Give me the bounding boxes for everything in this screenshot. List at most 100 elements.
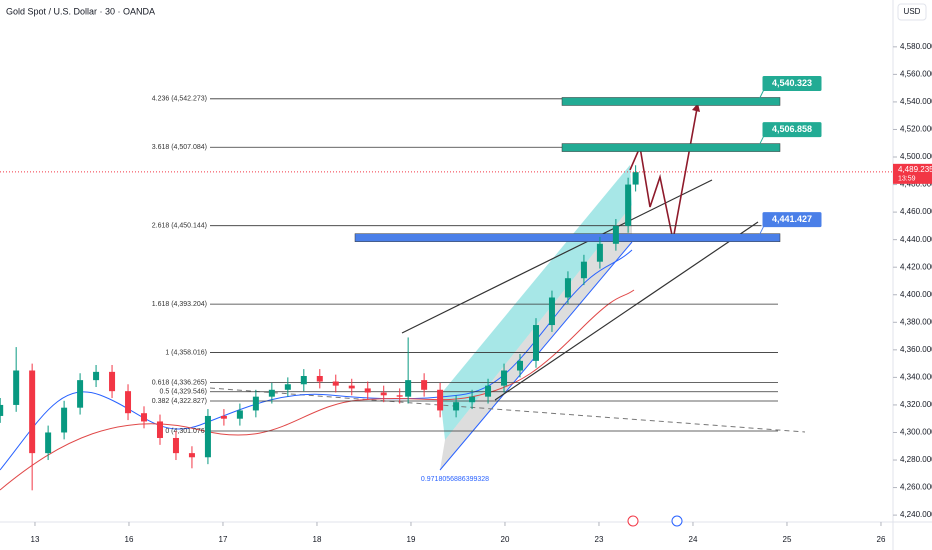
currency: USD [904,7,921,16]
x-tick-label: 13 [31,535,40,544]
x-tick-label: 26 [877,535,886,544]
countdown: 13:59 [898,176,916,183]
candle-body [580,261,587,279]
candle-body [77,380,84,408]
y-tick-label: 4,300.000 [900,428,932,437]
candle-body [625,184,632,226]
x-tick-label: 19 [407,535,416,544]
price-tag-label: 4,441.427 [772,214,812,224]
annotation: 0.9718056886399328 [421,476,489,483]
fib-label: 1 (4,358.016) [165,349,207,356]
x-tick-label: 18 [313,535,322,544]
candle-body [469,396,476,403]
candle-body [300,376,307,385]
candle-body [61,407,68,433]
y-tick-label: 4,540.000 [900,97,932,106]
event-icon[interactable] [627,515,639,527]
y-tick-label: 4,500.000 [900,152,932,161]
price-tag-label: 4,540.323 [772,78,812,88]
candle-body [172,437,179,454]
y-tick-label: 4,240.000 [900,510,932,519]
moving-average [0,289,635,491]
candle-body [612,225,619,244]
candle-body [405,380,412,397]
y-tick-label: 4,340.000 [900,372,932,381]
candle-body [532,325,539,361]
candle-body [316,376,323,382]
candle-body [421,380,428,390]
y-tick-label: 4,360.000 [900,345,932,354]
x-tick-label: 20 [501,535,510,544]
candle-body [284,384,291,390]
candle-body [396,395,403,397]
y-tick-label: 4,280.000 [900,455,932,464]
candle-body [517,360,524,371]
candle-body [380,392,387,396]
candle-body [204,415,211,458]
candle-body [236,410,243,419]
candle-body [252,396,259,411]
candle-body [0,404,4,416]
y-tick-label: 4,400.000 [900,290,932,299]
candle-body [501,370,508,386]
candle-body [332,381,339,386]
y-tick-label: 4,480.000 [900,180,932,189]
candle-body [188,453,195,458]
fib-label: 3.618 (4,507.084) [152,144,207,151]
x-tick-label: 23 [595,535,604,544]
candle-body [453,402,460,411]
dashed-line [209,387,806,433]
candle-body [156,421,163,438]
x-tick-label: 24 [689,535,698,544]
fib-label: 0 (4,301.076) [165,428,207,435]
candle-body [437,389,444,411]
moving-average [0,249,633,471]
price-tag-pointer [757,225,765,238]
price-tag-label: 4,506.858 [772,124,812,134]
candle-body [548,297,555,326]
candle-body [348,385,355,389]
currency-box[interactable] [897,3,927,21]
last-price-tag [893,163,932,184]
candle-body [29,370,36,454]
price-tag [761,121,823,139]
candle-body [364,388,371,393]
last-price-label: 4,489.235 [898,165,932,174]
target-zone [561,97,781,106]
candle-body [485,385,492,397]
x-tick-label: 16 [125,535,134,544]
candle-body [632,172,639,185]
y-tick-label: 4,440.000 [900,235,932,244]
candle-body [596,243,603,262]
y-tick-label: 4,420.000 [900,262,932,271]
candle-body [109,371,116,392]
candle-body [268,389,275,397]
candle-body [141,413,148,422]
fib-label: 1.618 (4,393.204) [152,301,207,308]
price-tag-pointer [757,135,765,148]
y-tick-label: 4,580.000 [900,42,932,51]
y-tick-label: 4,320.000 [900,400,932,409]
price-tag [761,211,823,229]
trend-line [401,179,713,334]
y-tick-label: 4,520.000 [900,125,932,134]
candle-body [45,432,52,454]
target-zone [354,233,781,242]
candle-body [220,415,227,419]
trend-line [494,221,759,401]
candle-body [13,370,20,405]
y-tick-label: 4,260.000 [900,483,932,492]
x-tick-label: 17 [219,535,228,544]
fib-label: 2.618 (4,450.144) [152,223,207,230]
fib-label: 0.618 (4,336.265) [152,379,207,386]
fib-label: 0.5 (4,329.546) [160,389,207,396]
y-tick-label: 4,560.000 [900,69,932,78]
price-tag-pointer [757,89,765,102]
candle-body [93,371,100,381]
price-tag [761,74,823,92]
fib-label: 0.382 (4,322.827) [152,398,207,405]
candle-body [125,391,132,414]
x-tick-label: 25 [783,535,792,544]
event-icon[interactable] [671,515,683,527]
